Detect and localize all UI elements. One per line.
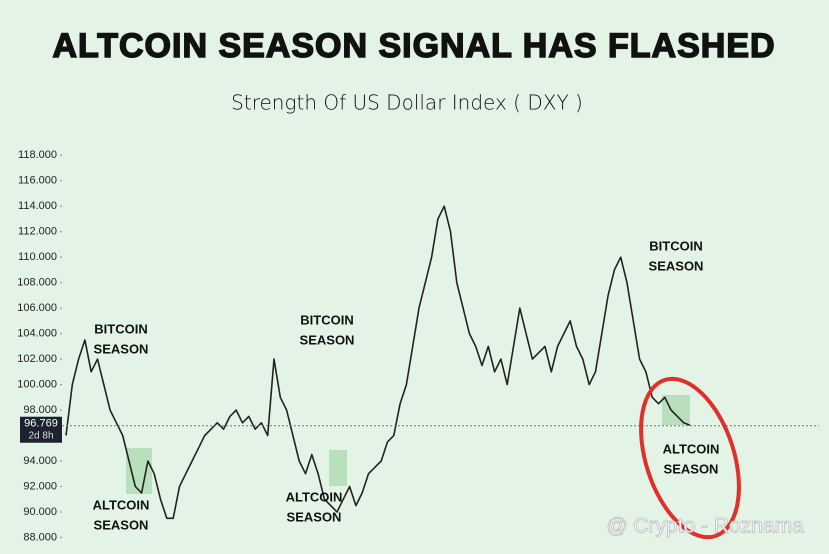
annotation: ALTCOIN	[663, 441, 720, 456]
annotation: ALTCOIN	[93, 497, 150, 512]
annotation: ALTCOIN	[286, 489, 343, 504]
annotation: SEASON	[94, 341, 149, 356]
plot: 88.00090.00092.00094.00096.00098.000100.…	[17, 149, 819, 543]
y-tick-label: 108.000	[17, 277, 57, 289]
chart-subtitle: Strength Of US Dollar Index ( DXY )	[231, 91, 583, 115]
y-tick-label: 98.000	[23, 404, 57, 416]
y-tick-label: 106.000	[17, 302, 57, 314]
price-label-box	[20, 416, 62, 443]
annotation: SEASON	[300, 332, 355, 347]
chart-title: ALTCOIN SEASON SIGNAL HAS FLASHED	[52, 27, 775, 65]
price-line	[65, 205, 691, 520]
price-label: 96.769	[24, 418, 58, 430]
annotation: BITCOIN	[300, 312, 353, 327]
y-tick-label: 102.000	[17, 353, 57, 365]
annotation: BITCOIN	[649, 238, 702, 253]
annotation: SEASON	[649, 258, 704, 273]
y-tick-label: 94.000	[23, 455, 57, 467]
annotation: BITCOIN	[94, 321, 147, 336]
y-tick-label: 114.000	[18, 200, 57, 212]
y-tick-label: 112.000	[18, 226, 57, 238]
highlight-circle	[639, 376, 741, 540]
shade	[329, 450, 347, 486]
y-tick-label: 100.000	[17, 378, 57, 390]
y-tick-label: 92.000	[23, 480, 57, 492]
annotation: SEASON	[664, 461, 719, 476]
annotation: SEASON	[94, 517, 149, 532]
y-tick-label: 88.000	[23, 531, 57, 543]
y-tick-label: 110.000	[18, 251, 57, 263]
annotation: SEASON	[287, 509, 342, 524]
countdown-label: 2d 8h	[28, 430, 53, 441]
y-tick-label: 116.000	[18, 175, 57, 187]
y-tick-label: 118.000	[18, 149, 57, 161]
y-tick-label: 90.000	[23, 506, 57, 518]
shade	[126, 448, 152, 494]
y-tick-label: 104.000	[17, 328, 57, 340]
watermark: @ Crypto - Roznama	[606, 515, 804, 538]
